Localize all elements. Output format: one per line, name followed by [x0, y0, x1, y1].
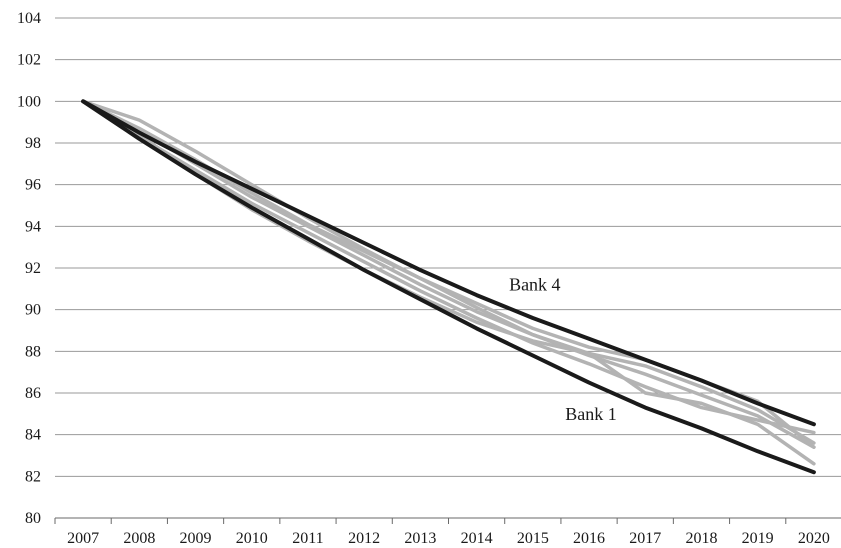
series-line-bank-4 [81, 99, 816, 427]
x-tick-label: 2010 [236, 530, 268, 547]
y-tick-label: 94 [25, 218, 41, 235]
grid-lines [55, 17, 841, 477]
x-tick-label: 2020 [798, 530, 830, 547]
y-tick-label: 86 [25, 385, 41, 402]
x-tick-label: 2018 [685, 530, 717, 547]
x-tick-labels: 2007 2008 2009 2010 2011 2012 2013 2014 2015 2016… [67, 530, 830, 547]
y-tick-label: 98 [25, 135, 41, 152]
annotation-bank-4: Bank 4 [509, 275, 561, 295]
x-tick-label: 2011 [292, 530, 323, 547]
series-line-7 [81, 99, 816, 435]
axes [54, 517, 841, 524]
y-tick-label: 102 [17, 52, 41, 69]
x-tick-label: 2014 [461, 530, 493, 547]
y-tick-labels: 80 82 84 86 88 90 92 94 96 98 100 102 104 [17, 10, 41, 527]
x-tick-label: 2008 [123, 530, 155, 547]
series-line-3 [81, 99, 816, 449]
y-tick-label: 92 [25, 260, 41, 277]
x-tick-label: 2019 [742, 530, 774, 547]
series-line-5 [81, 99, 816, 445]
y-tick-label: 100 [17, 93, 41, 110]
series-lines [81, 99, 816, 475]
y-tick-label: 90 [25, 302, 41, 319]
x-tick-label: 2009 [180, 530, 212, 547]
x-tick-label: 2015 [517, 530, 549, 547]
x-tick-label: 2017 [629, 530, 661, 547]
y-tick-label: 80 [25, 510, 41, 527]
annotation-bank-1: Bank 1 [565, 404, 617, 424]
x-tick-label: 2016 [573, 530, 605, 547]
annotations: Bank 4 Bank 1 [509, 275, 617, 424]
y-tick-label: 82 [25, 468, 41, 485]
y-tick-label: 96 [25, 177, 41, 194]
x-tick-label: 2007 [67, 530, 99, 547]
y-tick-label: 84 [25, 427, 41, 444]
series-line-bank-1 [81, 99, 816, 475]
y-tick-label: 104 [17, 10, 41, 27]
y-tick-label: 88 [25, 343, 41, 360]
x-tick-label: 2012 [348, 530, 380, 547]
x-tick-label: 2013 [404, 530, 436, 547]
